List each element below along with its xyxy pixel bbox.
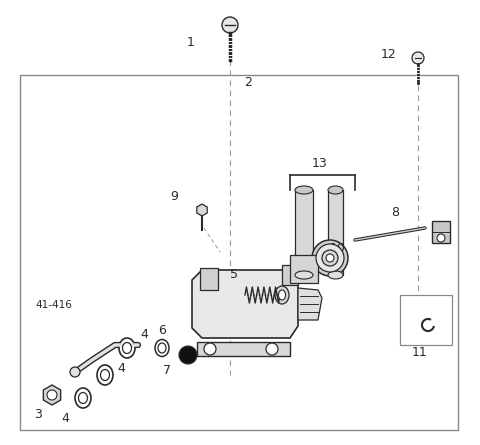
Circle shape bbox=[47, 390, 57, 400]
Bar bbox=[400, 295, 452, 345]
Text: 4: 4 bbox=[61, 412, 69, 425]
Ellipse shape bbox=[100, 369, 109, 380]
Ellipse shape bbox=[326, 254, 334, 262]
Ellipse shape bbox=[295, 186, 313, 194]
Ellipse shape bbox=[158, 343, 166, 353]
Ellipse shape bbox=[278, 290, 286, 300]
Text: 10: 10 bbox=[330, 242, 346, 255]
Circle shape bbox=[437, 234, 445, 242]
Text: 6: 6 bbox=[158, 324, 166, 336]
Text: 7: 7 bbox=[163, 364, 171, 376]
Ellipse shape bbox=[119, 338, 135, 358]
Polygon shape bbox=[43, 385, 60, 405]
Ellipse shape bbox=[322, 250, 338, 266]
Text: 13: 13 bbox=[312, 157, 328, 170]
Ellipse shape bbox=[75, 388, 91, 408]
Ellipse shape bbox=[295, 271, 313, 279]
Circle shape bbox=[222, 17, 238, 33]
Bar bbox=[282, 265, 298, 285]
Bar bbox=[290, 255, 318, 283]
Text: 11: 11 bbox=[412, 345, 428, 359]
Text: 1: 1 bbox=[187, 36, 195, 49]
Ellipse shape bbox=[79, 392, 87, 404]
Circle shape bbox=[179, 346, 197, 364]
Bar bbox=[432, 221, 450, 243]
Bar bbox=[200, 268, 218, 290]
Text: 5: 5 bbox=[230, 268, 238, 282]
Circle shape bbox=[70, 367, 80, 377]
Ellipse shape bbox=[122, 343, 132, 353]
Bar bbox=[197, 342, 290, 356]
Text: 4: 4 bbox=[140, 328, 148, 341]
Text: 2: 2 bbox=[244, 76, 252, 89]
Text: 8: 8 bbox=[391, 206, 399, 219]
Ellipse shape bbox=[155, 340, 169, 356]
Ellipse shape bbox=[97, 365, 113, 385]
Ellipse shape bbox=[316, 244, 344, 272]
Ellipse shape bbox=[328, 186, 343, 194]
Polygon shape bbox=[192, 270, 298, 338]
Bar bbox=[328, 190, 343, 275]
Circle shape bbox=[266, 343, 278, 355]
Ellipse shape bbox=[328, 271, 343, 279]
Text: 41-416: 41-416 bbox=[35, 300, 72, 310]
Text: 3: 3 bbox=[34, 409, 42, 421]
Bar bbox=[20, 75, 458, 430]
Polygon shape bbox=[197, 204, 207, 216]
Ellipse shape bbox=[275, 286, 289, 304]
Polygon shape bbox=[298, 288, 322, 320]
Circle shape bbox=[204, 343, 216, 355]
Bar bbox=[295, 190, 313, 275]
Ellipse shape bbox=[312, 240, 348, 276]
Circle shape bbox=[412, 52, 424, 64]
Text: 4: 4 bbox=[117, 361, 125, 375]
Text: 9: 9 bbox=[170, 190, 178, 202]
Text: 12: 12 bbox=[380, 48, 396, 61]
